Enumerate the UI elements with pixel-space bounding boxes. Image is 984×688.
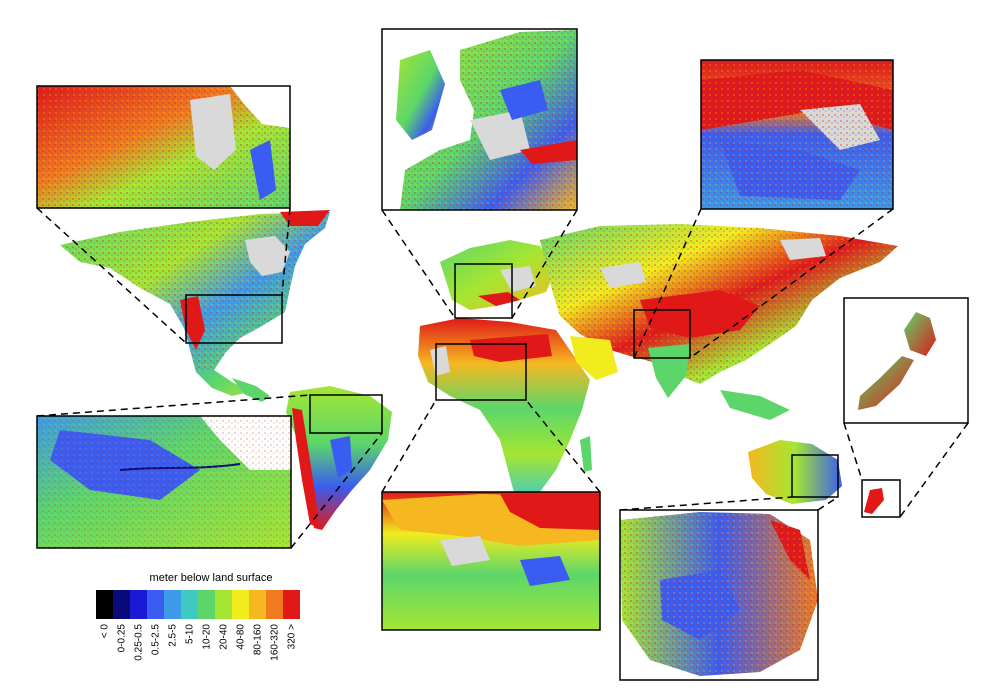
source-box-west-africa (435, 343, 527, 401)
legend: meter below land surface < 0 0-0.25 0.25-0… (96, 572, 300, 661)
legend-swatch (266, 590, 283, 619)
legend-swatch (96, 590, 113, 619)
source-box-eastern-australia (791, 454, 839, 498)
legend-swatch (130, 590, 147, 619)
legend-swatch (283, 590, 300, 619)
legend-label: 80-160 (253, 624, 264, 656)
inset-amazon-basin (36, 415, 292, 549)
legend-label: 320 > (287, 624, 298, 649)
source-box-western-europe (454, 263, 513, 319)
legend-label: < 0 (100, 624, 111, 639)
legend-label: 5-10 (185, 624, 196, 644)
inset-western-europe (381, 28, 578, 211)
inset-western-usa (36, 85, 291, 209)
legend-swatch (147, 590, 164, 619)
legend-swatch (181, 590, 198, 619)
inset-west-africa (381, 491, 601, 631)
legend-label: 0-0.25 (117, 624, 128, 653)
legend-label: 40-80 (236, 624, 247, 650)
legend-label: 2.5-5 (168, 624, 179, 647)
inset-connector-lines (36, 207, 969, 549)
source-box-himalaya-tibet (633, 309, 691, 359)
source-box-new-zealand (861, 479, 901, 518)
legend-title: meter below land surface (150, 572, 273, 584)
map-source-boxes (185, 263, 901, 518)
inset-new-zealand (843, 297, 969, 424)
legend-swatch (249, 590, 266, 619)
continent-australia (748, 440, 842, 504)
legend-swatch (113, 590, 130, 619)
legend-label: 10-20 (202, 624, 213, 650)
inset-himalaya-tibet (700, 59, 894, 210)
inset-eastern-australia (619, 509, 819, 681)
continent-africa (418, 318, 590, 500)
legend-swatch (215, 590, 232, 619)
legend-label: 160-320 (270, 624, 281, 661)
legend-label: 0.5-2.5 (151, 624, 162, 656)
source-box-western-usa (185, 294, 283, 344)
legend-swatch (232, 590, 249, 619)
legend-label: 0.25-0.5 (134, 624, 145, 661)
source-box-amazon-basin (309, 394, 383, 434)
legend-label: 20-40 (219, 624, 230, 650)
world-map (60, 210, 898, 530)
legend-swatch (164, 590, 181, 619)
legend-swatch (198, 590, 215, 619)
